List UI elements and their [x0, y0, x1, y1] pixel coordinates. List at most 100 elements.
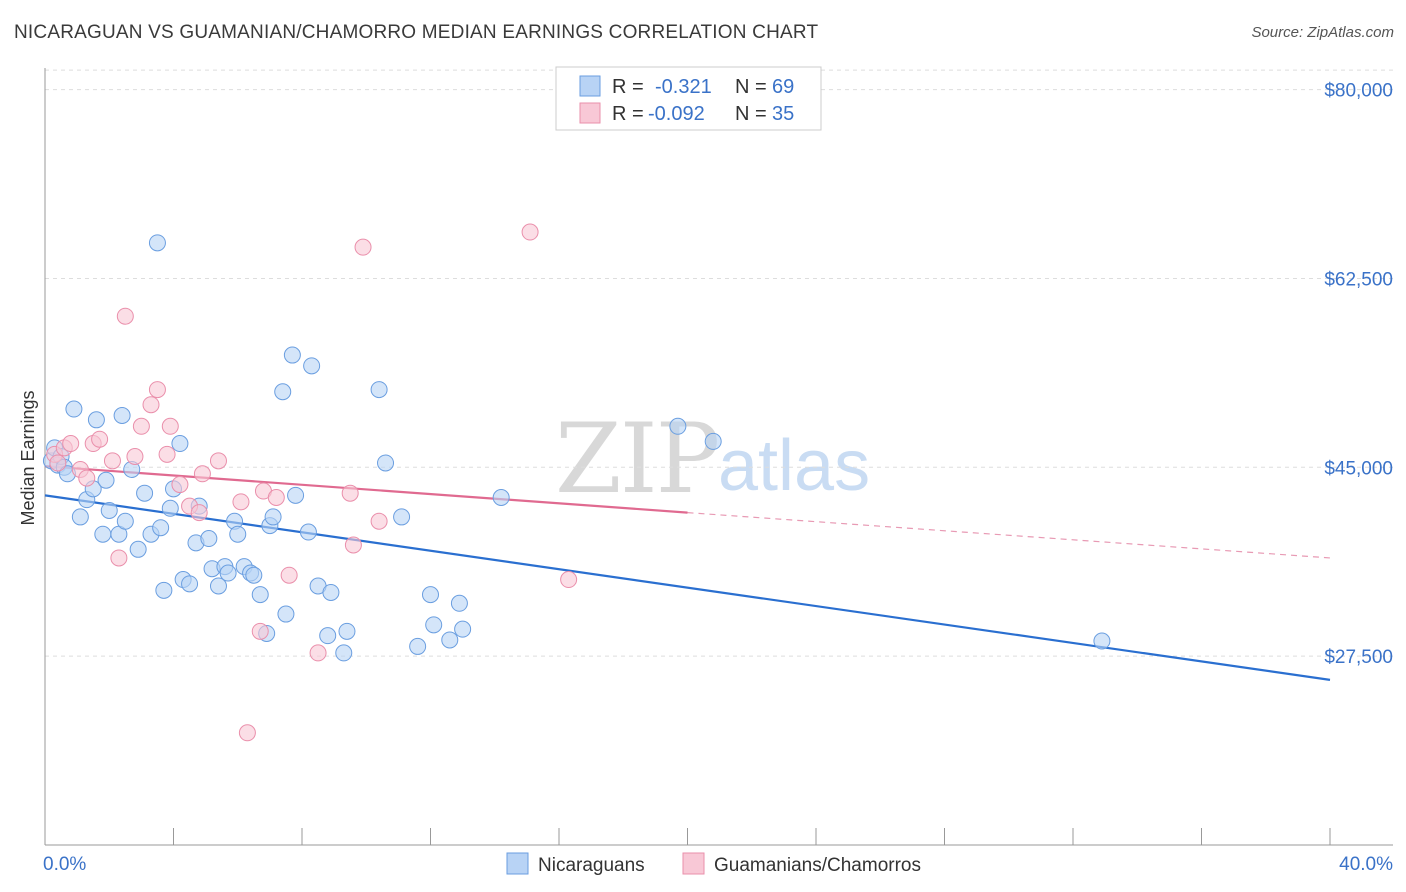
- point-nicaraguans: [425, 616, 443, 634]
- point-nicaraguans: [422, 586, 439, 604]
- chart-title: NICARAGUAN VS GUAMANIAN/CHAMORRO MEDIAN …: [14, 22, 819, 43]
- legend-swatch-guamanians: [579, 102, 601, 124]
- point-nicaraguans: [450, 594, 468, 612]
- point-nicaraguans: [161, 499, 179, 517]
- bottom-legend-label-guamanians: Guamanians/Chamorros: [714, 855, 921, 876]
- watermark: ZIP atlas: [555, 403, 870, 515]
- stats-legend: R = -0.321 N = 69 R = -0.092 N = 35: [555, 66, 822, 131]
- point-nicaraguans: [94, 525, 112, 543]
- point-guamanians: [232, 493, 250, 511]
- point-nicaraguans: [393, 508, 411, 526]
- point-guamanians: [190, 504, 208, 522]
- point-guamanians: [251, 622, 269, 640]
- point-nicaraguans: [113, 406, 131, 424]
- point-nicaraguans: [704, 432, 722, 450]
- trend-line-guamanians: [44, 465, 688, 514]
- y-axis-title: Median Earnings: [18, 390, 38, 525]
- point-guamanians: [267, 489, 285, 507]
- point-guamanians: [132, 417, 150, 435]
- point-nicaraguans: [152, 519, 170, 537]
- point-nicaraguans: [1093, 632, 1111, 650]
- point-guamanians: [238, 724, 256, 742]
- point-guamanians: [521, 223, 539, 241]
- point-nicaraguans: [97, 471, 115, 489]
- watermark-atlas: atlas: [718, 426, 870, 506]
- point-guamanians: [62, 435, 80, 453]
- y-tick-labels: $27,500 $45,000 $62,500 $80,000: [1324, 81, 1393, 669]
- point-nicaraguans: [171, 435, 189, 453]
- legend-n-value: 35: [772, 103, 794, 125]
- point-guamanians: [148, 381, 166, 399]
- point-guamanians: [309, 644, 327, 662]
- point-guamanians: [158, 445, 176, 463]
- point-nicaraguans: [219, 564, 237, 582]
- point-nicaraguans: [669, 417, 687, 435]
- point-nicaraguans: [71, 508, 89, 526]
- y-tick-label: $80,000: [1324, 81, 1393, 102]
- point-nicaraguans: [441, 631, 459, 649]
- y-tick-label: $45,000: [1324, 458, 1393, 479]
- point-guamanians: [354, 238, 372, 256]
- point-nicaraguans: [492, 489, 510, 507]
- point-nicaraguans: [209, 577, 227, 595]
- point-guamanians: [171, 476, 189, 494]
- point-nicaraguans: [338, 622, 356, 640]
- point-guamanians: [193, 465, 211, 483]
- watermark-zip: ZIP: [555, 403, 718, 515]
- point-nicaraguans: [155, 581, 173, 599]
- point-guamanians: [103, 452, 121, 470]
- x-ticks: [44, 828, 1331, 845]
- point-nicaraguans: [116, 512, 134, 530]
- point-nicaraguans: [274, 383, 292, 401]
- point-nicaraguans: [136, 484, 154, 502]
- point-guamanians: [209, 452, 227, 470]
- bottom-legend-swatch-guamanians: [682, 852, 705, 875]
- point-guamanians: [560, 571, 578, 589]
- bottom-legend-swatch-nicaraguans: [506, 852, 529, 875]
- point-guamanians: [110, 549, 128, 567]
- legend-r-value: -0.092: [648, 103, 705, 125]
- x-tick-label: 0.0%: [43, 854, 86, 875]
- point-nicaraguans: [335, 644, 353, 662]
- point-nicaraguans: [377, 454, 395, 472]
- point-nicaraguans: [87, 411, 105, 429]
- point-nicaraguans: [251, 586, 269, 604]
- point-guamanians: [116, 307, 134, 325]
- point-nicaraguans: [245, 566, 263, 584]
- point-guamanians: [161, 417, 179, 435]
- legend-n-label: N =: [735, 103, 767, 125]
- point-nicaraguans: [100, 501, 118, 519]
- trend-line-nicaraguans: [44, 494, 1331, 681]
- legend-swatch-nicaraguans: [579, 75, 601, 97]
- source-label: Source: ZipAtlas.com: [1251, 24, 1394, 41]
- point-nicaraguans: [148, 234, 166, 252]
- point-nicaraguans: [65, 400, 83, 418]
- x-tick-label: 40.0%: [1339, 854, 1393, 875]
- point-nicaraguans: [454, 620, 472, 638]
- point-nicaraguans: [181, 575, 199, 593]
- data-points: [42, 223, 1111, 742]
- point-nicaraguans: [229, 525, 247, 543]
- bottom-legend-label-nicaraguans: Nicaraguans: [538, 855, 645, 876]
- legend-r-label: R =: [612, 103, 644, 125]
- point-guamanians: [280, 566, 298, 584]
- legend-r-label: R =: [612, 76, 644, 98]
- point-guamanians: [370, 512, 388, 530]
- point-guamanians: [344, 536, 362, 554]
- point-guamanians: [49, 454, 67, 472]
- point-nicaraguans: [303, 357, 321, 375]
- trend-line-guamanians-extension: [687, 512, 1331, 559]
- legend-n-label: N =: [735, 76, 767, 98]
- point-nicaraguans: [322, 583, 340, 601]
- point-nicaraguans: [264, 508, 282, 526]
- point-nicaraguans: [370, 381, 388, 399]
- point-guamanians: [78, 469, 96, 487]
- point-nicaraguans: [319, 627, 337, 645]
- point-guamanians: [341, 484, 359, 502]
- point-nicaraguans: [409, 637, 427, 655]
- legend-r-value: -0.321: [655, 76, 712, 98]
- trend-lines: [44, 465, 1331, 681]
- y-tick-label: $27,500: [1324, 647, 1393, 668]
- y-tick-label: $62,500: [1324, 269, 1393, 290]
